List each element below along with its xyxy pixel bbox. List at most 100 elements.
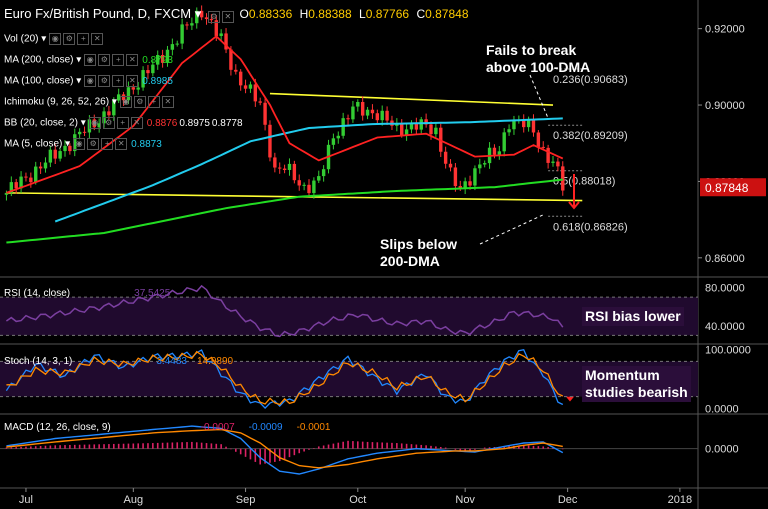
settings-icon[interactable]: ⚙ [63, 33, 76, 45]
eye-icon[interactable]: ◉ [73, 138, 86, 150]
candle-body [468, 181, 472, 186]
settings-icon[interactable]: ⚙ [98, 75, 111, 87]
fib-level-label: 0.382(0.89209) [553, 130, 628, 142]
close-icon[interactable]: ✕ [115, 138, 128, 150]
eye-icon[interactable]: ◉ [84, 75, 97, 87]
last-price-label: 0.87848 [705, 181, 749, 195]
candle-body [526, 119, 531, 128]
candle-body [73, 134, 77, 152]
indicator-row[interactable]: MA (100, close) ▾ ◉ ⚙ + ✕ 0.8985 [4, 75, 173, 87]
candle-body [287, 163, 292, 171]
add-icon[interactable]: + [112, 54, 125, 66]
indicator-toolbar[interactable]: ◉ ⚙ + ✕ [84, 75, 140, 87]
chevron-down-icon[interactable]: ▾ [62, 138, 71, 150]
candle-body [370, 109, 375, 114]
candle-body [551, 161, 555, 163]
close-icon[interactable]: ✕ [161, 96, 174, 108]
close-icon[interactable]: ✕ [221, 10, 234, 23]
panel-label-part: -0.0007 [201, 422, 235, 433]
candle-body [234, 69, 238, 72]
symbol-header[interactable]: Euro Fx/British Pound, D, FXCM ▾ ⚙ ✕ O0.8… [4, 6, 469, 23]
chevron-down-icon[interactable]: ▾ [73, 75, 82, 87]
candle-body [204, 17, 209, 20]
add-icon[interactable]: + [112, 75, 125, 87]
candle-body [146, 70, 150, 74]
chevron-down-icon[interactable]: ▾ [73, 54, 82, 66]
indicator-label: Vol (20) [4, 33, 39, 45]
indicator-row[interactable]: Vol (20) ▾ ◉ ⚙ + ✕ [4, 33, 105, 45]
eye-icon[interactable]: ◉ [84, 54, 97, 66]
candle-body [14, 182, 18, 189]
x-tick-label: Jul [19, 494, 33, 506]
eye-icon[interactable]: ◉ [88, 117, 101, 129]
indicator-toolbar[interactable]: ◉ ⚙ + ✕ [84, 54, 140, 66]
indicator-value: 0.8778 [211, 117, 243, 129]
add-icon[interactable]: + [101, 138, 114, 150]
settings-icon[interactable]: ⚙ [98, 54, 111, 66]
candle-body [263, 102, 267, 125]
candle-body [307, 184, 311, 194]
indicator-row[interactable]: MA (200, close) ▾ ◉ ⚙ + ✕ 0.8793 [4, 54, 173, 66]
candle-body [273, 157, 277, 168]
settings-icon[interactable]: ⚙ [207, 10, 220, 23]
candle-body [126, 87, 131, 101]
add-icon[interactable]: + [116, 117, 129, 129]
chevron-down-icon[interactable]: ▾ [109, 96, 117, 108]
indicator-row[interactable]: BB (20, close, 2) ▾ ◉ ⚙ + ✕ 0.8876 0.8975 0.877… [4, 117, 243, 129]
rsi-line [5, 284, 564, 338]
candle-body [497, 151, 502, 155]
candle-body [160, 54, 165, 63]
indicator-toolbar[interactable]: ◉ ⚙ + ✕ [119, 96, 176, 108]
candle-body [112, 100, 116, 116]
candle-body [151, 64, 155, 74]
candle-body [180, 24, 184, 44]
candle-body [302, 184, 306, 186]
candle-body [443, 151, 448, 164]
indicator-label: BB (20, close, 2) [4, 117, 78, 129]
ohlc-readout: O0.88336 H0.88388 L0.87766 C0.87848 [239, 7, 469, 21]
candle-body [453, 167, 458, 187]
indicator-toolbar[interactable]: ◉ ⚙ + ✕ [73, 138, 129, 150]
pointer-slips [479, 213, 546, 245]
add-icon[interactable]: + [147, 96, 160, 108]
close-icon[interactable]: ✕ [91, 33, 104, 45]
stoch-panel-label: Stoch (14, 3, 1) 3.4483 14.9890 [4, 356, 234, 367]
ma200-line [6, 178, 563, 244]
settings-icon[interactable]: ⚙ [87, 138, 100, 150]
chevron-down-icon[interactable]: ▾ [77, 117, 86, 129]
panel-label-part: MACD (12, 26, close, 9) [4, 422, 111, 433]
candle-body [278, 167, 282, 169]
ma100-line [54, 117, 563, 223]
indicator-value: 0.8975 [179, 117, 210, 129]
candle-body [170, 44, 175, 50]
indicator-row[interactable]: MA (5, close) ▾ ◉ ⚙ + ✕ 0.8873 [4, 138, 162, 150]
indicator-toolbar[interactable]: ◉ ⚙ + ✕ [88, 117, 145, 129]
candle-body [409, 123, 414, 130]
candle-body [268, 124, 272, 158]
close-icon[interactable]: ✕ [126, 54, 139, 66]
header-toolbar[interactable]: ⚙ ✕ [207, 7, 236, 23]
candle-body [253, 84, 258, 102]
stoch-k-line [5, 348, 564, 410]
candle-body [561, 166, 565, 191]
candle-body [321, 169, 326, 177]
chevron-down-icon[interactable]: ▾ [38, 33, 47, 45]
eye-icon[interactable]: ◉ [49, 33, 62, 45]
fib-level-label: 0.5(0.88018) [553, 176, 615, 188]
candle-body [195, 10, 199, 24]
close-icon[interactable]: ✕ [130, 117, 143, 129]
chevron-down-icon[interactable]: ▾ [194, 6, 202, 21]
candle-body [97, 123, 101, 128]
close-icon[interactable]: ✕ [126, 75, 139, 87]
candle-body [414, 123, 419, 130]
eye-icon[interactable]: ◉ [119, 96, 132, 108]
indicator-row[interactable]: Ichimoku (9, 26, 52, 26) ▾ ◉ ⚙ + ✕ [4, 96, 176, 108]
add-icon[interactable]: + [77, 33, 90, 45]
settings-icon[interactable]: ⚙ [102, 117, 115, 129]
candle-body [522, 119, 526, 128]
settings-icon[interactable]: ⚙ [133, 96, 146, 108]
indicator-toolbar[interactable]: ◉ ⚙ + ✕ [49, 33, 105, 45]
annotation-slips-below: Slips below 200-DMA [380, 236, 458, 269]
candle-body [478, 164, 482, 169]
